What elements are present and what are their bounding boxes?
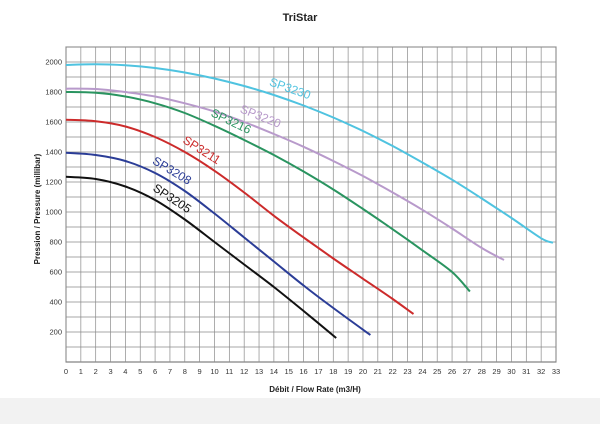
chart-title: TriStar: [283, 12, 319, 24]
grid: [65, 46, 557, 363]
x-axis-label: Débit / Flow Rate (m3/H): [269, 385, 361, 394]
x-tick-label: 3: [108, 367, 112, 376]
x-tick-label: 33: [552, 367, 560, 376]
x-tick-label: 18: [329, 367, 337, 376]
curve-sp3211: [65, 118, 415, 315]
y-tick-label: 800: [49, 238, 62, 247]
x-tick-label: 28: [478, 367, 486, 376]
y-axis-label: Pression / Pressure (millibar): [33, 153, 42, 264]
x-tick-label: 29: [492, 367, 500, 376]
series-label-sp3230: SP3230: [268, 75, 313, 103]
x-tick-label: 12: [240, 367, 248, 376]
x-tick-label: 30: [507, 367, 515, 376]
y-tick-label: 1400: [45, 148, 62, 157]
y-tick-label: 1800: [45, 88, 62, 97]
curves: [65, 63, 554, 339]
x-tick-label: 24: [418, 367, 426, 376]
curve-sp3205: [65, 175, 337, 339]
x-tick-label: 21: [374, 367, 382, 376]
y-tick-label: 1000: [45, 208, 62, 217]
x-tick-label: 0: [64, 367, 68, 376]
y-tick-label: 200: [49, 328, 62, 337]
x-tick-label: 22: [388, 367, 396, 376]
x-tick-label: 31: [522, 367, 530, 376]
x-tick-label: 17: [314, 367, 322, 376]
x-tick-label: 6: [153, 367, 157, 376]
x-tick-label: 10: [210, 367, 218, 376]
y-tick-label: 400: [49, 298, 62, 307]
x-tick-label: 8: [183, 367, 187, 376]
x-tick-label: 2: [94, 367, 98, 376]
x-tick-label: 11: [225, 367, 233, 376]
y-tick-label: 1200: [45, 178, 62, 187]
y-tick-label: 2000: [45, 58, 62, 67]
x-tick-label: 32: [537, 367, 545, 376]
y-tick-label: 600: [49, 268, 62, 277]
curve-sp3230: [65, 63, 554, 244]
x-tick-label: 7: [168, 367, 172, 376]
x-tick-label: 19: [344, 367, 352, 376]
x-tick-label: 23: [403, 367, 411, 376]
x-tick-label: 20: [359, 367, 367, 376]
curve-sp3216: [65, 91, 471, 293]
x-tick-label: 9: [198, 367, 202, 376]
x-tick-label: 25: [433, 367, 441, 376]
x-tick-label: 14: [270, 367, 278, 376]
x-tick-labels: 0 1 2 3 4 5 6 7 8 9 10 11 12 13 14 15 16 17 18 19 20 21 22 23 24…: [64, 367, 560, 376]
x-tick-label: 4: [123, 367, 127, 376]
x-tick-label: 26: [448, 367, 456, 376]
x-tick-label: 13: [255, 367, 263, 376]
curve-sp3220: [65, 87, 505, 261]
curve-sp3208: [65, 151, 371, 336]
x-tick-label: 5: [138, 367, 142, 376]
x-tick-label: 1: [79, 367, 83, 376]
footer-band: [0, 398, 600, 424]
y-tick-label: 1600: [45, 118, 62, 127]
x-tick-label: 27: [463, 367, 471, 376]
x-tick-label: 15: [285, 367, 293, 376]
x-tick-label: 16: [299, 367, 307, 376]
y-tick-labels: 200 400 600 800 1000 1200 1400 1600 1800 2000: [45, 58, 62, 337]
